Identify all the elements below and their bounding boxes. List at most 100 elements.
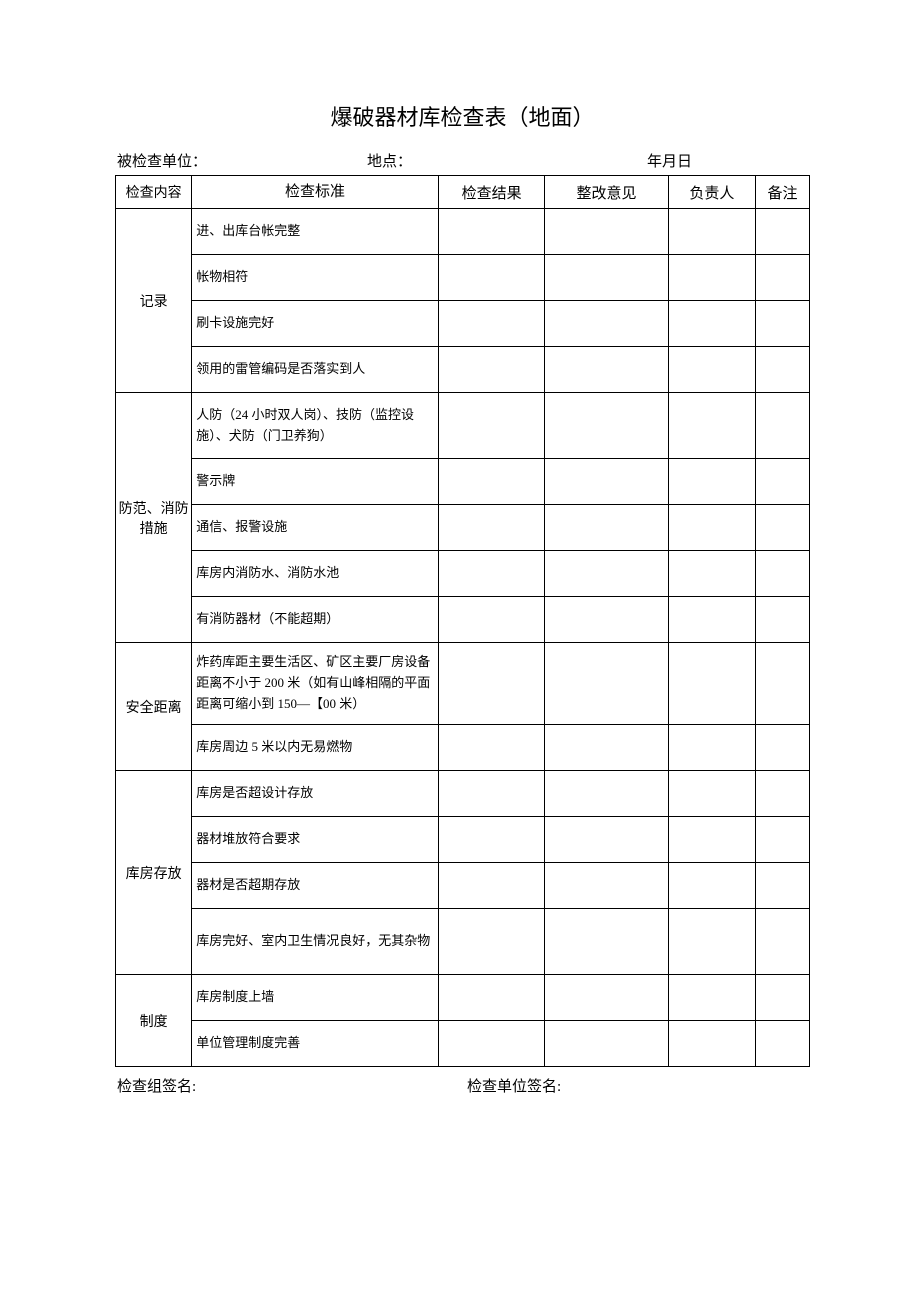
note-cell	[756, 505, 810, 551]
standard-cell: 进、出库台帐完整	[192, 209, 439, 255]
header-category: 检查内容	[116, 176, 192, 209]
result-cell	[438, 347, 545, 393]
result-cell	[438, 817, 545, 863]
header-standard: 检查标准	[192, 176, 439, 209]
category-cell: 制度	[116, 975, 192, 1067]
table-row: 库房存放 库房是否超设计存放	[116, 771, 810, 817]
table-row: 记录 进、出库台帐完整	[116, 209, 810, 255]
result-cell	[438, 551, 545, 597]
category-cell: 安全距离	[116, 643, 192, 771]
result-cell	[438, 597, 545, 643]
opinion-cell	[545, 459, 668, 505]
table-row: 通信、报警设施	[116, 505, 810, 551]
standard-cell: 领用的雷管编码是否落实到人	[192, 347, 439, 393]
opinion-cell	[545, 909, 668, 975]
footer-row: 检查组签名: 检查单位签名:	[115, 1075, 810, 1096]
note-cell	[756, 975, 810, 1021]
table-row: 器材堆放符合要求	[116, 817, 810, 863]
table-row: 单位管理制度完善	[116, 1021, 810, 1067]
opinion-cell	[545, 863, 668, 909]
note-cell	[756, 863, 810, 909]
opinion-cell	[545, 817, 668, 863]
opinion-cell	[545, 551, 668, 597]
header-result: 检查结果	[438, 176, 545, 209]
result-cell	[438, 863, 545, 909]
note-cell	[756, 459, 810, 505]
standard-cell: 库房周边 5 米以内无易燃物	[192, 725, 439, 771]
opinion-cell	[545, 505, 668, 551]
person-cell	[668, 255, 755, 301]
table-row: 库房内消防水、消防水池	[116, 551, 810, 597]
note-cell	[756, 209, 810, 255]
table-row: 制度 库房制度上墙	[116, 975, 810, 1021]
opinion-cell	[545, 725, 668, 771]
note-cell	[756, 255, 810, 301]
table-row: 警示牌	[116, 459, 810, 505]
opinion-cell	[545, 771, 668, 817]
person-cell	[668, 347, 755, 393]
category-cell: 记录	[116, 209, 192, 393]
standard-cell: 警示牌	[192, 459, 439, 505]
person-cell	[668, 393, 755, 459]
table-row: 安全距离 炸药库距主要生活区、矿区主要厂房设备距离不小于 200 米（如有山峰相…	[116, 643, 810, 725]
opinion-cell	[545, 975, 668, 1021]
result-cell	[438, 459, 545, 505]
footer-group-sign: 检查组签名:	[117, 1075, 467, 1096]
note-cell	[756, 551, 810, 597]
note-cell	[756, 817, 810, 863]
person-cell	[668, 209, 755, 255]
category-cell: 防范、消防措施	[116, 393, 192, 643]
person-cell	[668, 301, 755, 347]
standard-cell: 人防（24 小时双人岗）、技防（监控设施）、犬防（门卫养狗）	[192, 393, 439, 459]
table-row: 刷卡设施完好	[116, 301, 810, 347]
table-row: 防范、消防措施 人防（24 小时双人岗）、技防（监控设施）、犬防（门卫养狗）	[116, 393, 810, 459]
result-cell	[438, 301, 545, 347]
opinion-cell	[545, 301, 668, 347]
header-person: 负责人	[668, 176, 755, 209]
result-cell	[438, 1021, 545, 1067]
person-cell	[668, 551, 755, 597]
standard-cell: 炸药库距主要生活区、矿区主要厂房设备距离不小于 200 米（如有山峰相隔的平面距…	[192, 643, 439, 725]
note-cell	[756, 393, 810, 459]
opinion-cell	[545, 597, 668, 643]
table-row: 库房周边 5 米以内无易燃物	[116, 725, 810, 771]
person-cell	[668, 975, 755, 1021]
category-cell: 库房存放	[116, 771, 192, 975]
opinion-cell	[545, 393, 668, 459]
person-cell	[668, 863, 755, 909]
opinion-cell	[545, 209, 668, 255]
standard-cell: 通信、报警设施	[192, 505, 439, 551]
table-row: 器材是否超期存放	[116, 863, 810, 909]
header-note: 备注	[756, 176, 810, 209]
result-cell	[438, 771, 545, 817]
result-cell	[438, 209, 545, 255]
meta-date-label: 年月日	[647, 150, 808, 171]
opinion-cell	[545, 347, 668, 393]
person-cell	[668, 817, 755, 863]
meta-location-label: 地点：	[367, 150, 647, 171]
result-cell	[438, 643, 545, 725]
page-title: 爆破器材库检查表（地面）	[115, 100, 810, 132]
note-cell	[756, 643, 810, 725]
result-cell	[438, 255, 545, 301]
standard-cell: 器材堆放符合要求	[192, 817, 439, 863]
opinion-cell	[545, 1021, 668, 1067]
table-header-row: 检查内容 检查标准 检查结果 整改意见 负责人 备注	[116, 176, 810, 209]
header-opinion: 整改意见	[545, 176, 668, 209]
person-cell	[668, 771, 755, 817]
standard-cell: 库房是否超设计存放	[192, 771, 439, 817]
note-cell	[756, 771, 810, 817]
standard-cell: 库房制度上墙	[192, 975, 439, 1021]
table-row: 帐物相符	[116, 255, 810, 301]
note-cell	[756, 301, 810, 347]
standard-cell: 库房完好、室内卫生情况良好，无其杂物	[192, 909, 439, 975]
result-cell	[438, 505, 545, 551]
opinion-cell	[545, 643, 668, 725]
inspection-table: 检查内容 检查标准 检查结果 整改意见 负责人 备注 记录 进、出库台帐完整 帐…	[115, 175, 810, 1067]
table-row: 领用的雷管编码是否落实到人	[116, 347, 810, 393]
note-cell	[756, 909, 810, 975]
standard-cell: 有消防器材（不能超期）	[192, 597, 439, 643]
note-cell	[756, 347, 810, 393]
note-cell	[756, 1021, 810, 1067]
person-cell	[668, 459, 755, 505]
